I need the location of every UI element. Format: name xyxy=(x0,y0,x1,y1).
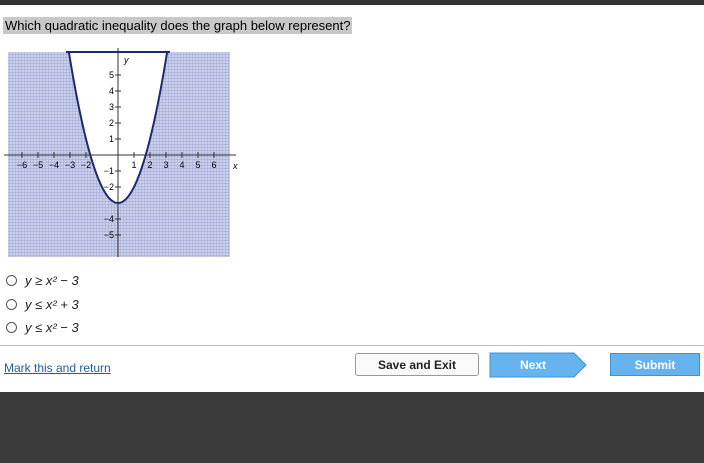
question: Which quadratic inequality does the grap… xyxy=(3,17,353,34)
y-axis-label: y xyxy=(123,55,129,65)
submit-button[interactable]: Submit xyxy=(610,353,700,376)
tick-label: −2 xyxy=(104,182,114,192)
next-button[interactable]: Next xyxy=(519,357,546,372)
top-bar xyxy=(0,0,704,5)
tick-label: 1 xyxy=(131,160,136,170)
tick-label: 2 xyxy=(147,160,152,170)
radio[interactable] xyxy=(6,322,17,333)
mark-link[interactable]: Mark this and return xyxy=(4,361,111,375)
graph: x y −6 −5 −4 −3 −2 1 2 3 4 5 6 5 4 3 2 1 −1 −2 −4 −5 xyxy=(4,48,238,257)
option-text: y ≤ x² + 3 xyxy=(25,296,79,312)
tick-label: −4 xyxy=(49,160,59,170)
tick-label: −1 xyxy=(104,166,114,176)
radio[interactable] xyxy=(6,298,17,310)
tick-label: −5 xyxy=(104,230,114,240)
tick-label: 2 xyxy=(109,118,114,128)
tick-label: −6 xyxy=(17,160,27,170)
tick-label: 3 xyxy=(109,102,114,112)
bottom-area xyxy=(0,392,704,463)
tick-label: 3 xyxy=(163,160,168,170)
save-button[interactable]: Save and Exit xyxy=(355,353,479,376)
option[interactable]: y ≥ x² − 3 xyxy=(6,273,79,288)
tick-label: −5 xyxy=(33,160,43,170)
divider xyxy=(0,345,704,346)
x-axis-label: x xyxy=(232,161,238,171)
tick-label: 4 xyxy=(109,86,114,96)
tick-label: −2 xyxy=(81,160,91,170)
tick-label: 1 xyxy=(109,134,114,144)
tick-label: 5 xyxy=(195,160,200,170)
radio[interactable] xyxy=(6,275,17,286)
tick-label: 4 xyxy=(179,160,184,170)
tick-label: −4 xyxy=(104,214,114,224)
tick-label: −3 xyxy=(65,160,75,170)
option[interactable]: y ≤ x² + 3 xyxy=(6,297,79,312)
tick-label: 5 xyxy=(109,70,114,80)
next-button-shape xyxy=(489,352,587,378)
option-text: y ≥ x² − 3 xyxy=(25,273,79,288)
option-text: y ≤ x² − 3 xyxy=(25,320,79,335)
option[interactable]: y ≤ x² − 3 xyxy=(6,320,79,335)
tick-label: 6 xyxy=(211,160,216,170)
